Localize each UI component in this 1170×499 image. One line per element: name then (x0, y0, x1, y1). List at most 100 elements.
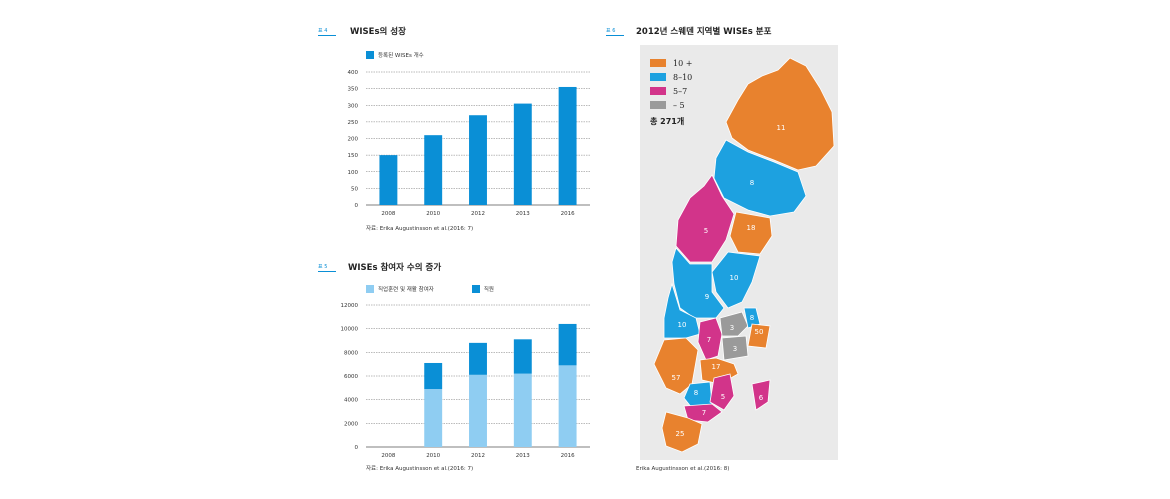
map-legend-item: 10 + (650, 56, 692, 70)
map-region (661, 411, 703, 453)
figure-tag-2: 표 5 (318, 263, 336, 272)
figure-tag-1: 표 4 (318, 27, 336, 36)
bar (469, 374, 487, 447)
region-value-label: 5 (721, 393, 725, 401)
x-tick-label: 2008 (381, 211, 395, 217)
legend-label-trainees: 직업훈련 및 재활 참여자 (378, 287, 434, 293)
bar (424, 135, 443, 205)
region-value-label: 7 (707, 336, 711, 344)
legend-swatch-orange (650, 59, 666, 67)
legend-swatch-blue (366, 51, 374, 59)
y-tick-label: 4000 (344, 398, 358, 404)
y-tick-label: 6000 (344, 374, 358, 380)
x-tick-label: 2012 (471, 211, 485, 217)
map-total: 총 271개 (650, 117, 685, 126)
bar (424, 362, 443, 390)
map-region (751, 379, 771, 411)
x-tick-label: 2010 (426, 453, 440, 459)
y-tick-label: 8000 (344, 350, 358, 356)
bar (513, 103, 532, 205)
map-region (721, 335, 749, 361)
legend-label-staff: 직원 (483, 287, 494, 293)
chart-title-wises-growth: WISEs의 성장 (350, 27, 406, 37)
region-value-label: 10 (678, 321, 687, 329)
x-tick-label: 2013 (516, 211, 530, 217)
map-region (713, 139, 807, 217)
figure-tag-3: 표 6 (606, 27, 624, 36)
bar (469, 342, 487, 375)
y-tick-label: 250 (348, 120, 359, 126)
map-region (725, 57, 835, 171)
y-tick-label: 0 (355, 445, 359, 451)
map-title: 2012년 스웨덴 지역별 WISEs 분포 (636, 27, 772, 37)
region-value-label: 3 (733, 345, 737, 353)
y-tick-label: 150 (348, 153, 359, 159)
map-region (711, 251, 761, 309)
map-region (747, 323, 771, 349)
source-note-3: Erika Augustinsson et al.(2016: 8) (636, 466, 730, 472)
source-note-2: 자료: Erika Augustinsson et al.(2016: 7) (366, 466, 474, 472)
map-region (675, 174, 735, 263)
region-value-label: 11 (777, 124, 786, 132)
x-tick-label: 2012 (471, 453, 485, 459)
bar (513, 373, 532, 447)
region-value-label: 7 (702, 409, 706, 417)
region-value-label: 8 (750, 314, 754, 322)
map-legend-item: 8–10 (650, 70, 692, 84)
x-tick-label: 2016 (561, 211, 575, 217)
map-region (719, 311, 749, 337)
bar (379, 155, 398, 205)
legend-swatch-magenta (650, 87, 666, 95)
legend-label: – 5 (673, 100, 685, 110)
y-tick-label: 50 (351, 186, 358, 192)
legend-swatch-blue (471, 285, 480, 293)
region-value-label: 10 (730, 274, 739, 282)
x-tick-label: 2013 (516, 453, 530, 459)
bar (558, 365, 577, 447)
chart-title-participants: WISEs 참여자 수의 증가 (348, 263, 442, 273)
bar (558, 86, 577, 205)
y-tick-label: 12000 (341, 303, 359, 309)
region-value-label: 18 (747, 224, 756, 232)
legend-swatch-blue (650, 73, 666, 81)
y-tick-label: 350 (348, 87, 359, 93)
bar (424, 389, 443, 447)
map-region (729, 211, 773, 255)
region-value-label: 9 (705, 293, 709, 301)
region-value-label: 8 (750, 179, 754, 187)
source-note-1: 자료: Erika Augustinsson et al.(2016: 7) (366, 226, 474, 232)
y-tick-label: 2000 (344, 421, 358, 427)
y-tick-label: 400 (348, 70, 359, 76)
legend-label: 5–7 (673, 86, 688, 96)
bar (513, 339, 532, 374)
y-tick-label: 10000 (341, 327, 359, 333)
map-legend: 10 + 8–10 5–7 – 5 총 271개 (650, 56, 692, 127)
region-value-label: 3 (730, 324, 734, 332)
legend-wises-count: 등록된 WISEs 개수 (366, 51, 424, 59)
region-value-label: 57 (672, 374, 681, 382)
map-region (709, 373, 735, 411)
x-tick-label: 2010 (426, 211, 440, 217)
y-tick-label: 100 (348, 170, 359, 176)
x-tick-label: 2016 (561, 453, 575, 459)
region-value-label: 25 (676, 430, 685, 438)
legend-label: 8–10 (673, 72, 693, 82)
y-tick-label: 300 (348, 103, 359, 109)
bar (558, 323, 577, 366)
legend-label: 10 + (673, 58, 693, 68)
y-tick-label: 200 (348, 137, 359, 143)
legend-swatch-grey (650, 101, 666, 109)
x-tick-label: 2008 (381, 453, 395, 459)
map-region (743, 307, 761, 329)
region-value-label: 8 (694, 389, 698, 397)
region-value-label: 6 (759, 394, 764, 402)
map-legend-item: 5–7 (650, 84, 692, 98)
legend-label: 등록된 WISEs 개수 (378, 53, 424, 59)
region-value-label: 50 (755, 328, 764, 336)
y-tick-label: 0 (355, 203, 359, 209)
region-value-label: 5 (704, 227, 708, 235)
map-legend-item: – 5 (650, 98, 692, 112)
legend-participants: 직업훈련 및 재활 참여자 직원 (366, 285, 494, 293)
